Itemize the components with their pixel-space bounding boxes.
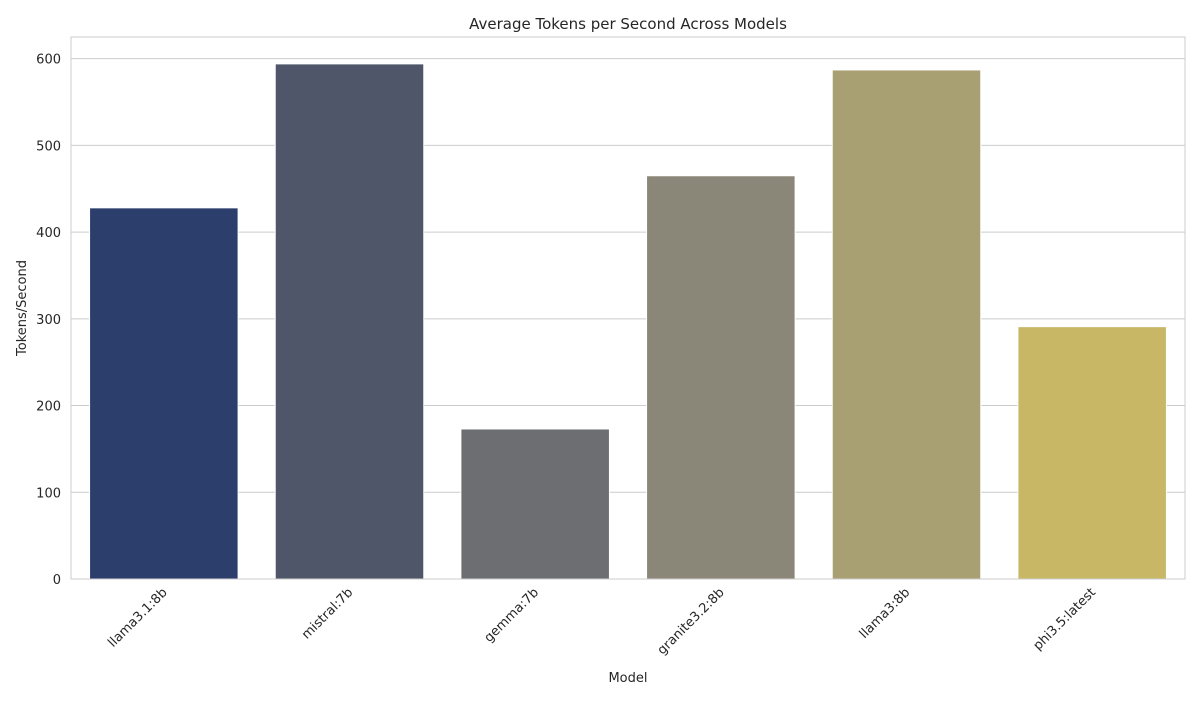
x-tick-label: phi3.5:latest <box>1031 585 1099 653</box>
bar-llama3-1-8b <box>89 207 239 580</box>
gridlines <box>71 58 1185 580</box>
bar-gemma-7b <box>460 428 610 580</box>
bars-group <box>89 63 1167 580</box>
x-tick-label: llama3:8b <box>857 585 914 642</box>
y-tick-label: 200 <box>36 400 61 415</box>
bar-granite3-2-8b <box>646 175 796 580</box>
y-tick-label: 400 <box>36 226 61 241</box>
x-tick-label: mistral:7b <box>299 585 356 642</box>
bar-mistral-7b <box>274 63 425 580</box>
plot-frame <box>70 36 1186 580</box>
y-tick-label: 500 <box>36 139 61 154</box>
x-tick-label: llama3.1:8b <box>105 585 170 650</box>
y-tick-label: 600 <box>36 53 61 68</box>
y-tick-labels: 0 100 200 300 400 500 600 <box>36 53 61 588</box>
x-tick-label: gemma:7b <box>482 585 542 645</box>
y-tick-label: 300 <box>36 313 61 328</box>
bar-llama3-8b <box>831 69 982 580</box>
y-tick-label: 100 <box>36 486 61 501</box>
y-tick-label: 0 <box>53 573 61 588</box>
bar-phi3-5-latest <box>1017 326 1167 580</box>
x-tick-labels: llama3.1:8b mistral:7b gemma:7b granite3.2:… <box>105 585 1099 658</box>
chart-title: Average Tokens per Second Across Models <box>469 15 787 33</box>
x-tick-label: granite3.2:8b <box>655 585 728 658</box>
y-axis-label: Tokens/Second <box>15 260 30 357</box>
x-axis-label: Model <box>608 671 647 686</box>
